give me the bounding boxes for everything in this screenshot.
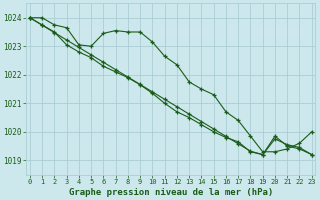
X-axis label: Graphe pression niveau de la mer (hPa): Graphe pression niveau de la mer (hPa) (69, 188, 273, 197)
